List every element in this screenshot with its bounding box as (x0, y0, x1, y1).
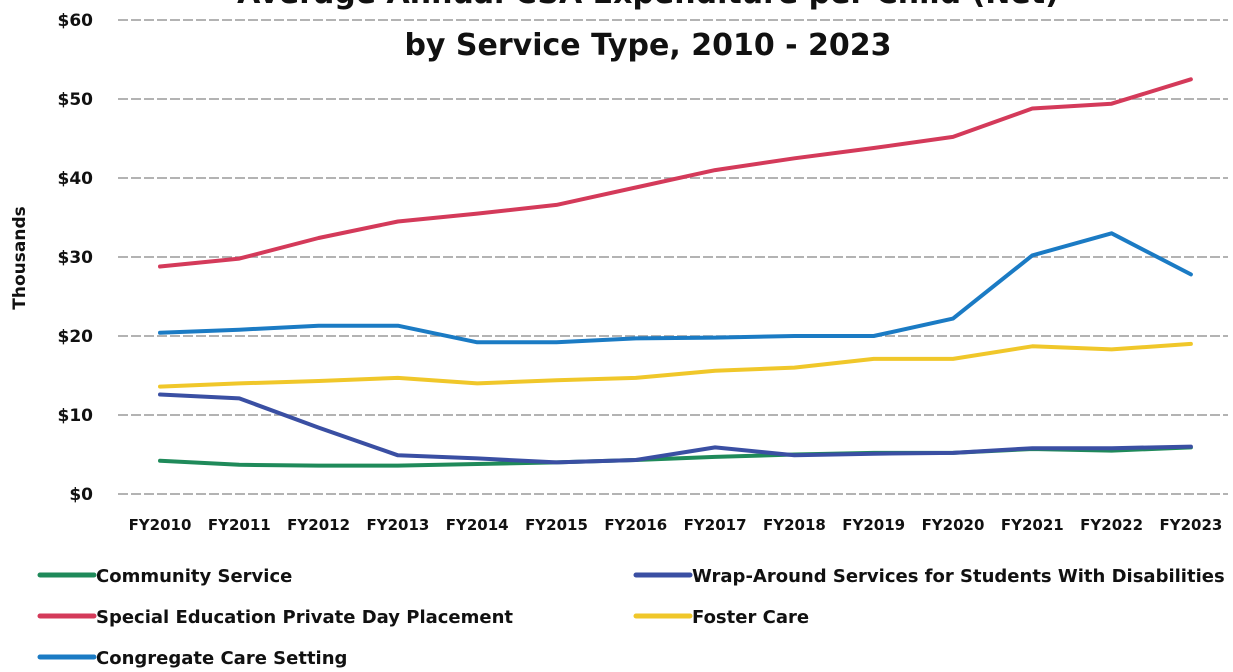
legend-label: Wrap-Around Services for Students With D… (692, 566, 1225, 587)
legend-label: Community Service (96, 566, 292, 587)
x-tick-label: FY2023 (1159, 516, 1222, 534)
x-tick-label: FY2022 (1080, 516, 1143, 534)
legend-label: Special Education Private Day Placement (96, 607, 513, 628)
x-tick-label: FY2016 (604, 516, 667, 534)
y-tick-label: $50 (58, 90, 94, 110)
x-tick-label: FY2012 (287, 516, 350, 534)
legend-entry: Wrap-Around Services for Students With D… (633, 566, 1225, 587)
series-line-wrap-around-services-for-students-with-disabilities (158, 392, 1193, 465)
x-tick-label: FY2017 (684, 516, 747, 534)
x-tick-label: FY2011 (208, 516, 271, 534)
y-tick-label: $10 (58, 406, 94, 426)
series-line-special-education-private-day-placement (158, 77, 1193, 269)
y-tick-label: $20 (58, 327, 94, 347)
chart-title-line1: Average Annual CSA Expenditure per Child… (237, 0, 1059, 11)
y-tick-label: $0 (69, 485, 93, 505)
gridlines (118, 19, 1228, 495)
y-axis-label: Thousands (10, 206, 30, 309)
legend-entry: Foster Care (633, 607, 809, 628)
x-tick-label: FY2019 (842, 516, 905, 534)
x-tick-label: FY2021 (1001, 516, 1064, 534)
x-tick-label: FY2018 (763, 516, 826, 534)
series-line-congregate-care-setting (158, 231, 1193, 345)
series-lines (158, 77, 1193, 468)
y-tick-label: $30 (58, 248, 94, 268)
x-tick-label: FY2020 (922, 516, 985, 534)
legend-label: Congregate Care Setting (96, 648, 347, 669)
x-tick-label: FY2014 (446, 516, 509, 534)
chart-title-line2: by Service Type, 2010 - 2023 (404, 28, 891, 63)
x-tick-label: FY2015 (525, 516, 588, 534)
y-tick-label: $40 (58, 169, 94, 189)
x-axis-ticks: FY2010 FY2011 FY2012 FY2013 FY2014 FY2015 FY20… (129, 516, 1223, 534)
legend-entry: Special Education Private Day Placement (37, 607, 513, 628)
y-tick-label: $60 (58, 11, 94, 31)
y-axis-ticks: $0 $10 $20 $30 $40 $50 $60 (58, 11, 94, 505)
legend-label: Foster Care (692, 607, 809, 628)
x-tick-label: FY2013 (366, 516, 429, 534)
x-tick-label: FY2010 (129, 516, 192, 534)
series-line-foster-care (158, 341, 1193, 389)
legend-entry: Community Service (37, 566, 292, 587)
legend-entry: Congregate Care Setting (37, 648, 347, 669)
legend: Community Service Wrap-Around Services fo… (37, 566, 1225, 669)
